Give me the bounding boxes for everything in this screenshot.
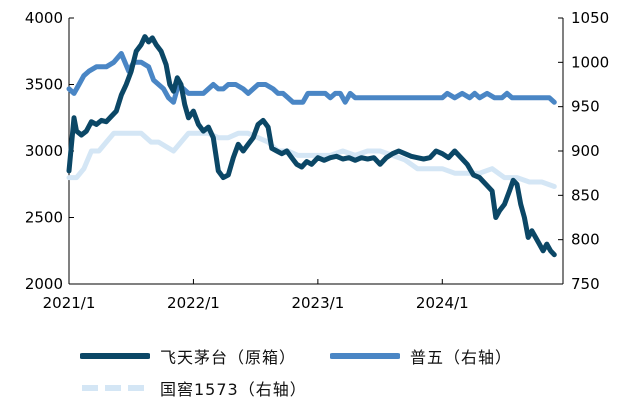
y-right-tick-label: 1000 [571, 53, 609, 71]
chart-axes [68, 17, 564, 285]
y-left-tick-label: 3500 [25, 76, 63, 94]
series-line-feitian [66, 34, 557, 258]
y-left-tick-label: 2500 [25, 209, 63, 227]
legend-swatch-feitian [80, 353, 150, 359]
x-tick-label: 2024/1 [416, 294, 469, 312]
y-right-tick-label: 900 [571, 142, 600, 160]
legend-label-puwu: 普五（右轴） [410, 348, 513, 367]
x-tick-label: 2023/1 [291, 294, 344, 312]
line-chart: 2000 2500 3000 3500 4000 750 800 850 900 950 1000 1… [25, 9, 609, 312]
y-left-tick-label: 2000 [25, 275, 63, 293]
legend-item-puwu: 普五（右轴） [330, 344, 512, 368]
y-right-tick-label: 800 [571, 231, 600, 249]
legend-swatch-puwu [330, 353, 400, 359]
y-left-tick-label: 3000 [25, 142, 63, 160]
y-left-tick-label: 4000 [25, 9, 63, 27]
legend-item-guojiao: 国窖1573（右轴） [80, 376, 307, 400]
x-tick-label: 2022/1 [167, 294, 220, 312]
legend-swatch-guojiao [82, 385, 148, 391]
y-right-tick-label: 850 [571, 186, 600, 204]
y-right-tick-label: 950 [571, 98, 600, 116]
legend-label-guojiao: 国窖1573（右轴） [160, 380, 307, 399]
y-right-tick-label: 1050 [571, 9, 609, 27]
legend-item-feitian: 飞天茅台（原箱） [80, 344, 296, 368]
x-tick-label: 2021/1 [43, 294, 96, 312]
tick-labels: 2000 2500 3000 3500 4000 750 800 850 900 950 1000 1… [25, 9, 609, 312]
legend-label-feitian: 飞天茅台（原箱） [160, 348, 297, 367]
y-right-tick-label: 750 [571, 275, 600, 293]
series-layer [66, 34, 557, 258]
series-line-puwu [66, 51, 557, 105]
chart-legend: 飞天茅台（原箱） 普五（右轴） 国窖1573（右轴） [0, 330, 638, 400]
